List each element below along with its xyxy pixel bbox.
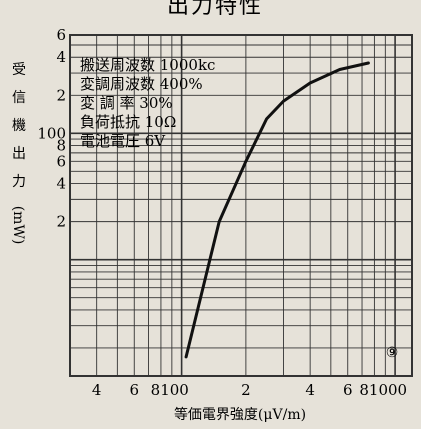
spec-annotation: 搬送周波数 1000kc: [80, 56, 215, 74]
y-tick-label: 100: [37, 124, 66, 142]
y-axis-label-char: 出: [12, 146, 26, 162]
y-tick-label: 8: [56, 137, 66, 155]
x-tick-label: 8100: [151, 381, 189, 399]
spec-annotation: 変調周波数 400%: [80, 75, 203, 93]
x-tick-label: 6: [343, 381, 353, 399]
x-tick-label: 4: [305, 381, 315, 399]
x-axis-label: 等価電界強度(μV/m): [174, 406, 306, 423]
x-tick-label: 4: [92, 381, 102, 399]
y-tick-label: 6: [56, 152, 66, 170]
y-tick-label: 2: [56, 213, 66, 231]
x-tick-label: 6: [129, 381, 139, 399]
y-tick-label: 4: [56, 48, 66, 66]
y-axis-unit: (mW): [10, 206, 26, 245]
figure-marker: ⑨: [386, 345, 399, 361]
spec-annotation: 変 調 率 30%: [80, 94, 173, 112]
grid: [70, 35, 412, 376]
series-layer: [184, 61, 370, 359]
chart-title: 出力特性: [167, 0, 263, 19]
plot-frame: [69, 34, 413, 377]
y-axis-label-char: 受: [12, 62, 26, 78]
y-axis-label-char: 信: [12, 90, 26, 106]
y-axis-label-char: 力: [12, 174, 26, 190]
x-tick-label: 2: [241, 381, 251, 399]
y-tick-label: 2: [56, 86, 66, 104]
x-tick-labels: 4 6 8100 2 4 6 81000: [92, 381, 407, 399]
spec-annotation: 負荷抵抗 10Ω: [80, 113, 176, 131]
x-tick-label: 81000: [359, 381, 407, 399]
y-tick-label: 6: [56, 26, 66, 44]
y-tick-label: 4: [56, 175, 66, 193]
series-line: [184, 61, 370, 359]
y-axis-label-char: 機: [12, 118, 26, 134]
spec-annotation: 電池電圧 6V: [80, 132, 166, 150]
